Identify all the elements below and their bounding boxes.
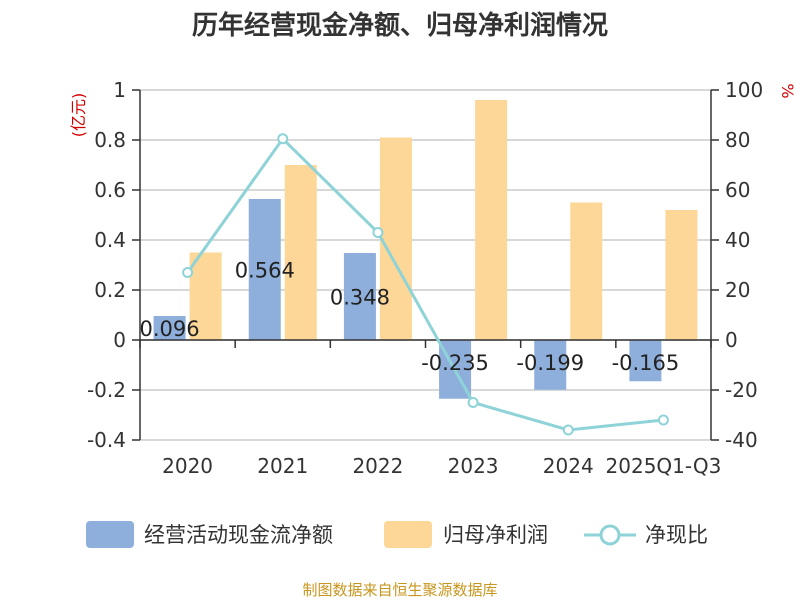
right-tick-label-4: 20 (725, 278, 750, 302)
net-profit-bar-4 (570, 202, 603, 340)
left-tick-label-7: -0.4 (87, 428, 126, 452)
right-tick-label-2: 60 (725, 178, 750, 202)
cash-flow-data-label-1: 0.564 (235, 259, 295, 283)
cash-ratio-polyline (186, 136, 664, 432)
x-tick-label-4: 2024 (543, 454, 594, 478)
left-tick-label-6: -0.2 (87, 378, 126, 402)
cash-ratio-point-3 (467, 397, 479, 408)
source-note: 制图数据来自恒生聚源数据库 (302, 581, 497, 599)
legend-swatch-cash-ratio-marker (599, 524, 621, 546)
cash-flow-data-label-4: -0.199 (516, 351, 584, 375)
x-tick-label-2: 2022 (352, 454, 403, 478)
net-profit-bars (189, 100, 698, 340)
legend-item-cash-ratio[interactable]: 净现比 (584, 523, 708, 547)
left-tick-label-5: 0 (113, 328, 126, 352)
right-tick-label-5: 0 (725, 328, 738, 352)
net-profit-bar-0 (189, 252, 222, 340)
left-tick-label-2: 0.6 (94, 178, 126, 202)
legend-swatch-cash-flow (86, 521, 134, 548)
x-tick-label-0: 2020 (162, 454, 213, 478)
right-tick-label-3: 40 (725, 228, 750, 252)
cash-flow-bar-4 (534, 340, 567, 390)
right-tick-label-1: 80 (725, 128, 750, 152)
x-axis-ticks: 2020 2021 2022 2023 2024 2025Q1-Q3 (162, 454, 721, 478)
net-profit-bar-5 (665, 210, 698, 340)
cash-flow-bar-1 (248, 199, 281, 340)
net-profit-bar-1 (284, 165, 317, 340)
left-axis-unit: (亿元) (69, 93, 88, 138)
gridlines (140, 89, 711, 441)
cash-ratio-point-1 (277, 133, 289, 145)
cash-flow-bars (153, 199, 662, 399)
legend-item-cash-flow[interactable]: 经营活动现金流净额 (86, 521, 333, 548)
legend-swatch-net-profit (384, 521, 432, 548)
cash-ratio-point-0 (182, 267, 194, 278)
x-tick-label-3: 2023 (448, 454, 499, 478)
right-tick-label-7: -40 (725, 428, 758, 452)
right-axis-unit: % (778, 83, 797, 98)
legend: 经营活动现金流净额 归母净利润 净现比 (86, 521, 708, 548)
x-tick-label-1: 2021 (257, 454, 308, 478)
cash-ratio-line (182, 133, 669, 436)
legend-item-net-profit[interactable]: 归母净利润 (384, 521, 548, 548)
cash-flow-bar-5 (629, 340, 662, 382)
cash-flow-bar-0 (153, 316, 186, 340)
legend-label-net-profit: 归母净利润 (443, 523, 548, 547)
chart-title: 历年经营现金净额、归母净利润情况 (192, 10, 608, 41)
left-tick-label-0: 1 (113, 78, 126, 102)
cash-flow-data-label-5: -0.165 (612, 351, 680, 375)
left-tick-label-1: 0.8 (94, 128, 126, 152)
left-tick-label-3: 0.4 (94, 228, 126, 252)
left-tick-label-4: 0.2 (94, 278, 126, 302)
data-labels: 0.096 0.564 0.348 -0.235 -0.199 -0.165 (140, 259, 680, 376)
left-axis-ticks: 1 0.8 0.6 0.4 0.2 0 -0.2 -0.4 (87, 78, 126, 452)
cash-ratio-point-4 (562, 424, 574, 436)
cash-flow-bar-2 (343, 253, 376, 340)
axes (132, 89, 719, 441)
legend-label-cash-flow: 经营活动现金流净额 (144, 523, 333, 547)
cash-flow-data-label-2: 0.348 (330, 286, 390, 310)
legend-label-cash-ratio: 净现比 (645, 523, 708, 547)
cash-flow-data-label-3: -0.235 (421, 351, 489, 375)
x-tick-label-5: 2025Q1-Q3 (606, 454, 722, 478)
right-tick-label-0: 100 (725, 78, 763, 102)
net-profit-bar-2 (379, 137, 412, 340)
net-profit-bar-3 (475, 100, 508, 340)
cash-ratio-point-2 (372, 227, 384, 238)
cash-ratio-point-5 (657, 414, 669, 426)
right-tick-label-6: -20 (725, 378, 758, 402)
right-axis-ticks: 100 80 60 40 20 0 -20 -40 (725, 78, 763, 452)
cash-flow-data-label-0: 0.096 (140, 317, 200, 341)
